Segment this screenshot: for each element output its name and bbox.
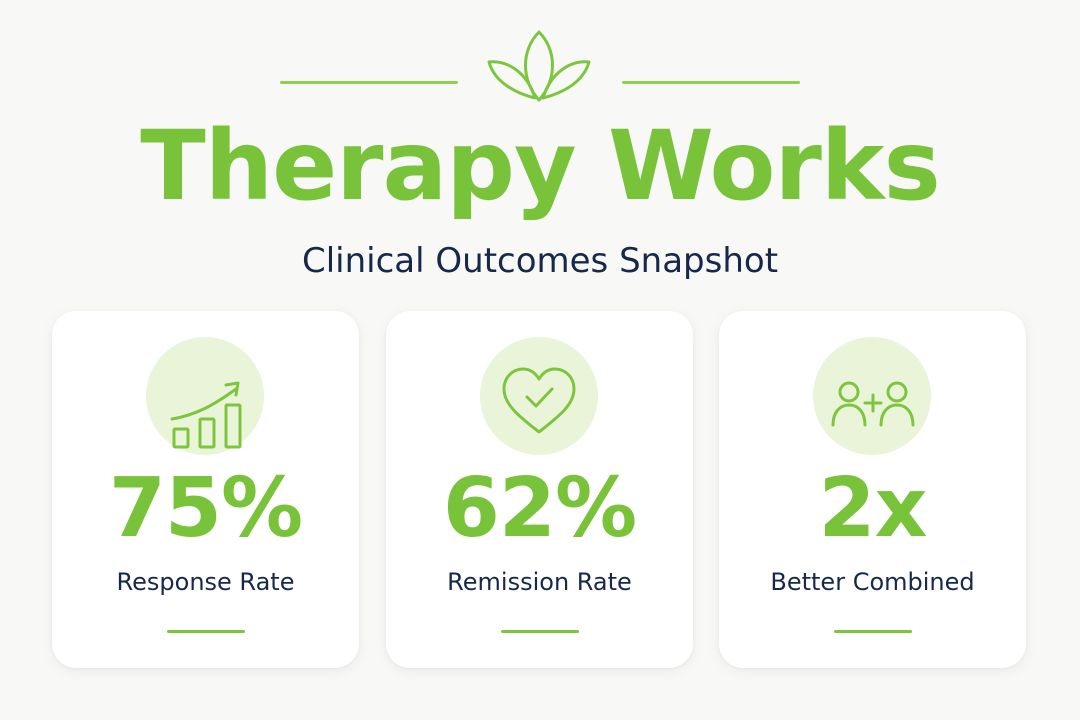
header-divider-right [622, 81, 800, 84]
stat-card-better-combined: 2x Better Combined [719, 311, 1026, 668]
card-underline [834, 630, 912, 633]
stat-label: Remission Rate [447, 568, 632, 596]
icon-badge [480, 337, 598, 455]
icon-badge [146, 337, 264, 455]
header-divider-left [280, 81, 458, 84]
stat-label: Response Rate [116, 568, 295, 596]
stat-value: 62% [442, 461, 637, 556]
lotus-icon [487, 30, 591, 102]
stat-label: Better Combined [770, 568, 975, 596]
people-plus-icon [831, 381, 915, 427]
card-underline [501, 630, 579, 633]
card-underline [167, 630, 245, 633]
icon-badge [813, 337, 931, 455]
growth-chart-icon [170, 381, 242, 449]
stat-value: 75% [108, 461, 303, 556]
stat-value: 2x [818, 461, 928, 556]
stat-card-remission-rate: 62% Remission Rate [386, 311, 693, 668]
page-title: Therapy Works [140, 110, 941, 222]
stat-card-response-rate: 75% Response Rate [52, 311, 359, 668]
heart-check-icon [502, 367, 576, 434]
page-subtitle: Clinical Outcomes Snapshot [301, 241, 779, 281]
